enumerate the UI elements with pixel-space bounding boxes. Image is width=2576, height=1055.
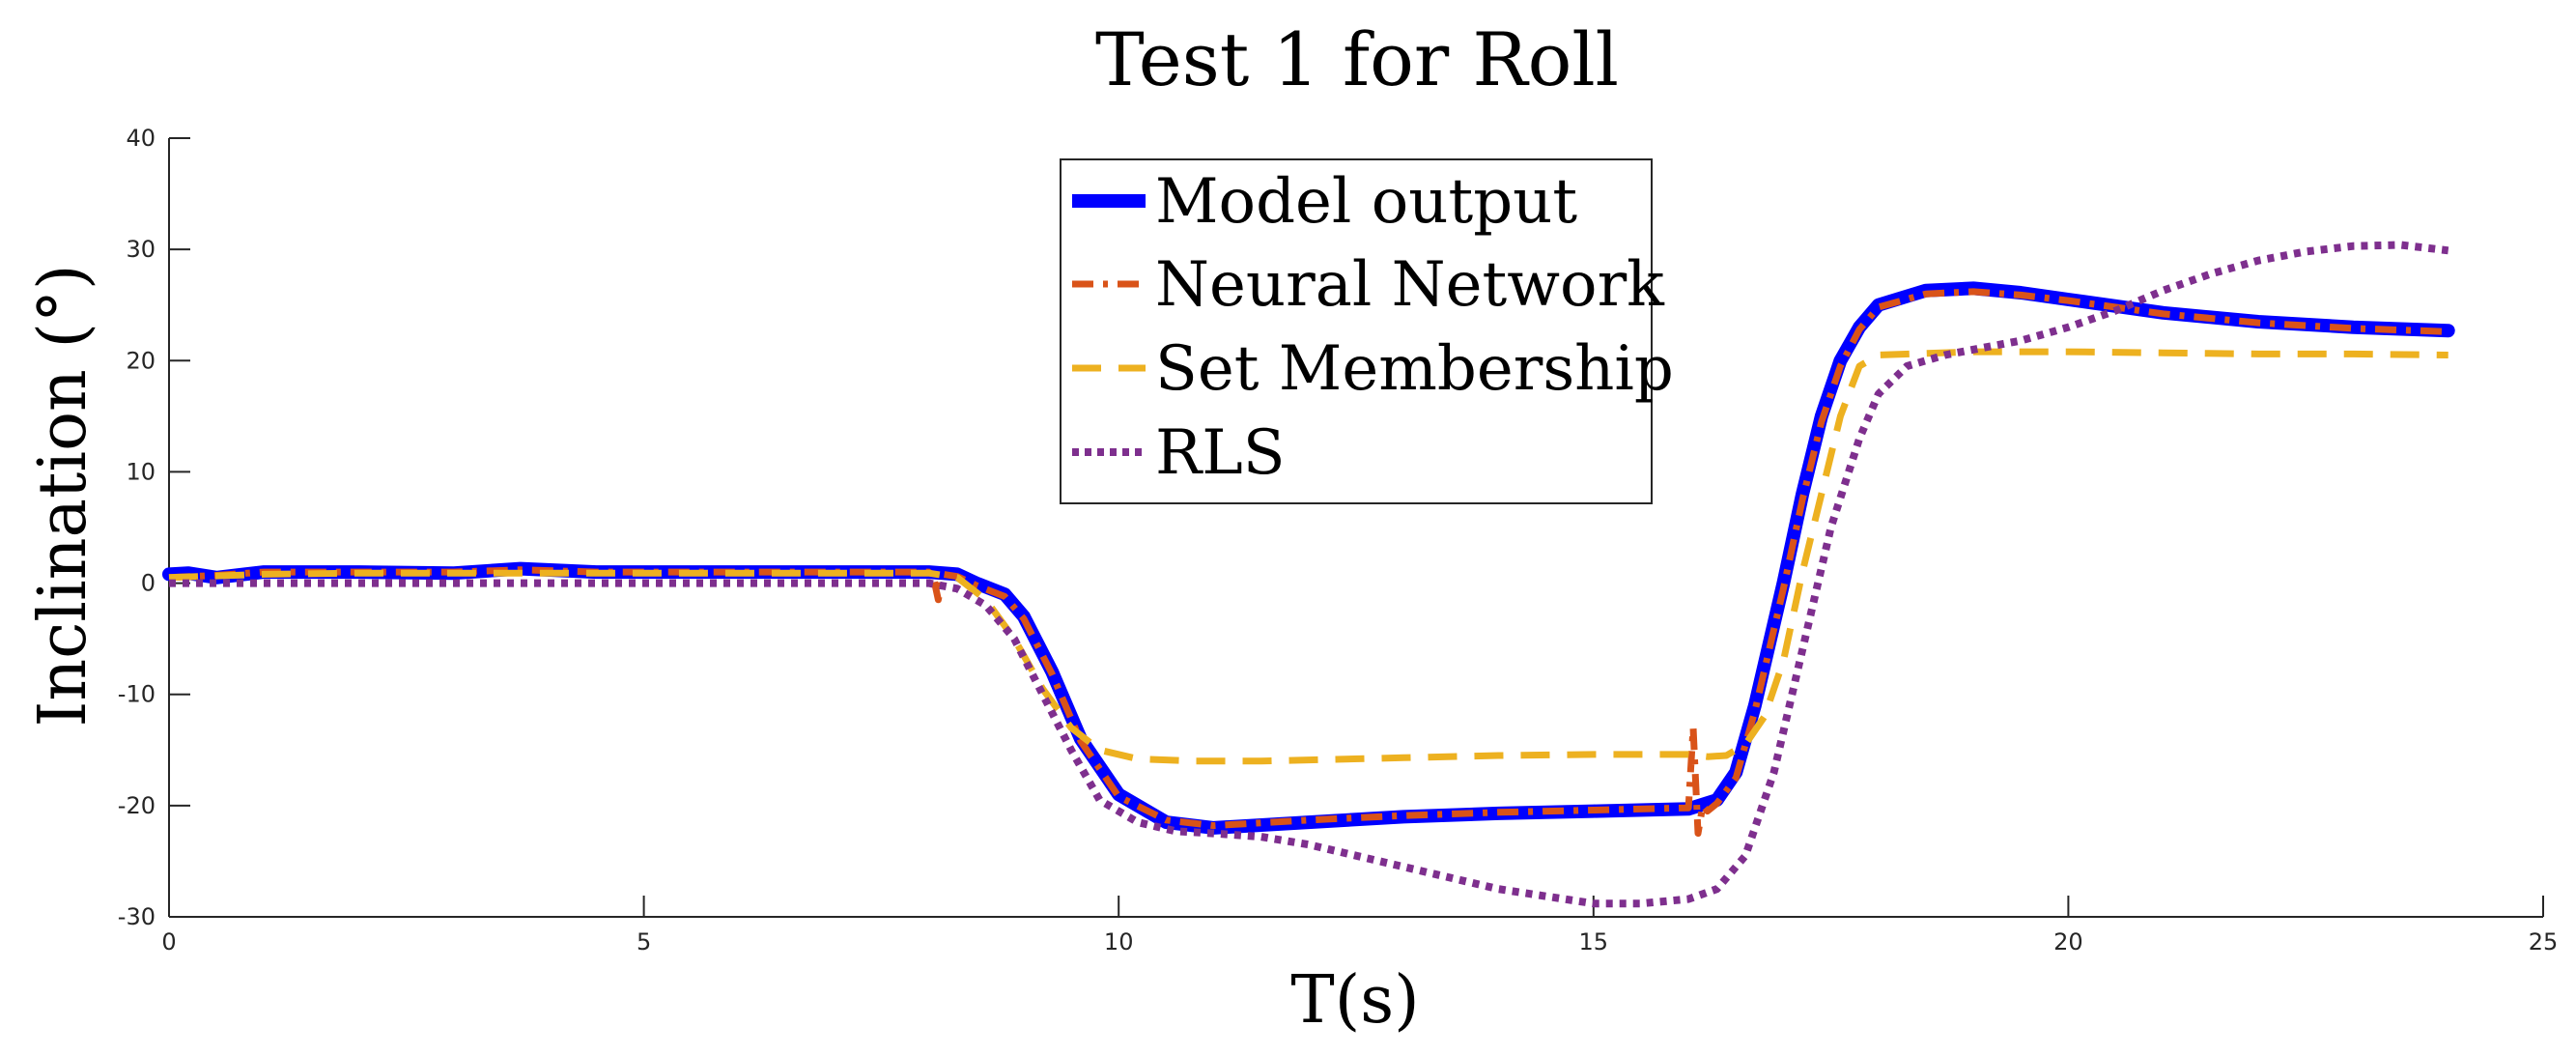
legend-box <box>1060 158 1653 504</box>
y-tick-label: 10 <box>126 458 156 485</box>
x-tick-label: 15 <box>1579 928 1609 955</box>
series-layer <box>162 241 2455 908</box>
chart-title: Test 1 for Roll <box>1095 16 1619 102</box>
legend-label: Set Membership <box>1155 333 1674 405</box>
y-tick-label: -30 <box>118 903 156 930</box>
legend-label: Neural Network <box>1155 249 1665 321</box>
series-line-set-membership <box>168 348 2449 765</box>
x-tick-label: 20 <box>2053 928 2083 955</box>
y-tick-label: 30 <box>126 236 156 263</box>
y-ticks: -30 -20 -10 0 10 20 30 40 <box>118 125 190 930</box>
legend-items: Model output Neural Network Set Membership… <box>1072 166 1674 489</box>
x-tick-label: 25 <box>2529 928 2559 955</box>
series-line-neural-network <box>168 288 2449 838</box>
x-tick-label: 10 <box>1104 928 1134 955</box>
legend-label: Model output <box>1155 166 1577 238</box>
y-axis-label: Inclination (°) <box>25 264 101 727</box>
x-tick-label: 5 <box>637 928 651 955</box>
y-tick-label: -10 <box>118 681 156 708</box>
y-tick-label: 0 <box>141 570 156 597</box>
x-tick-label: 0 <box>161 928 176 955</box>
axes: 0 5 10 15 20 25 -30 -20 -10 0 10 20 30 40 <box>118 125 2558 955</box>
legend: Model output Neural Network Set Membership… <box>1060 158 1674 504</box>
x-axis-label: T(s) <box>1290 962 1419 1039</box>
series-line-rls <box>169 241 2449 908</box>
x-ticks: 0 5 10 15 20 25 <box>161 896 2558 955</box>
y-tick-label: -20 <box>118 792 156 819</box>
y-tick-label: 20 <box>126 347 156 374</box>
legend-label: RLS <box>1155 417 1286 489</box>
y-tick-label: 40 <box>126 125 156 152</box>
